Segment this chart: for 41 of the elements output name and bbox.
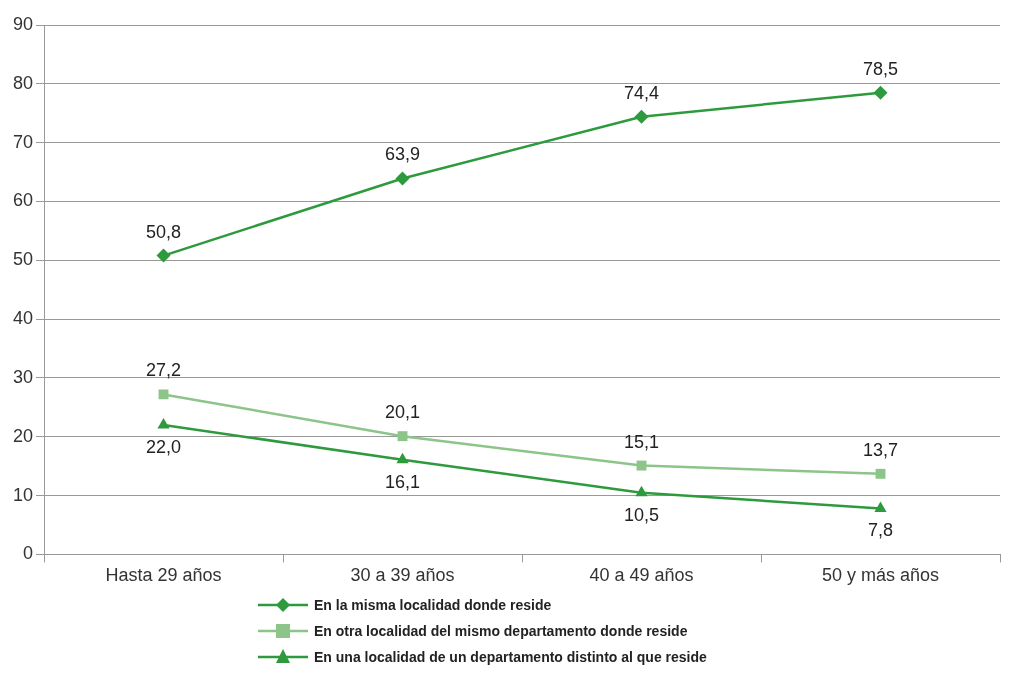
y-tick-label: 70 [12,131,34,152]
point [396,452,409,464]
y-tick-label: 90 [12,13,34,34]
point [158,389,169,400]
data-label: 7,8 [867,520,894,541]
x-tick-label: 40 a 49 años [589,565,694,586]
data-label: 20,1 [384,402,421,423]
point [875,468,886,479]
legend-label: En la misma localidad donde reside [314,597,552,613]
point [634,109,649,124]
point [635,485,648,497]
point [873,85,888,100]
data-label: 63,9 [384,144,421,165]
point [874,501,887,513]
point [156,248,171,263]
y-tick-label: 80 [12,72,34,93]
point [636,460,647,471]
y-tick-label: 0 [23,543,34,564]
legend-label: En otra localidad del mismo departamento donde reside [314,623,688,639]
y-tick-label: 20 [12,425,34,446]
data-label: 78,5 [862,58,899,79]
y-tick-label: 30 [12,366,34,387]
legend-label: En una localidad de un departamento distinto al que reside [314,649,707,665]
data-label: 50,8 [146,221,182,242]
data-label: 15,1 [623,431,660,452]
x-tick-label: 50 y más años [821,565,940,586]
data-label: 10,5 [623,504,660,525]
y-tick-label: 10 [12,484,34,505]
point [157,417,170,429]
data-label: 22,0 [146,436,182,457]
point [397,431,408,442]
data-label: 27,2 [146,360,182,381]
y-tick-label: 40 [12,308,34,329]
point [395,171,410,186]
data-label: 74,4 [623,82,660,103]
y-tick-label: 60 [12,190,34,211]
x-tick-label: Hasta 29 años [105,565,222,586]
x-tick-label: 30 a 39 años [350,565,455,586]
data-label: 16,1 [384,471,421,492]
y-tick-label: 50 [12,249,34,270]
data-label: 13,7 [862,439,899,460]
